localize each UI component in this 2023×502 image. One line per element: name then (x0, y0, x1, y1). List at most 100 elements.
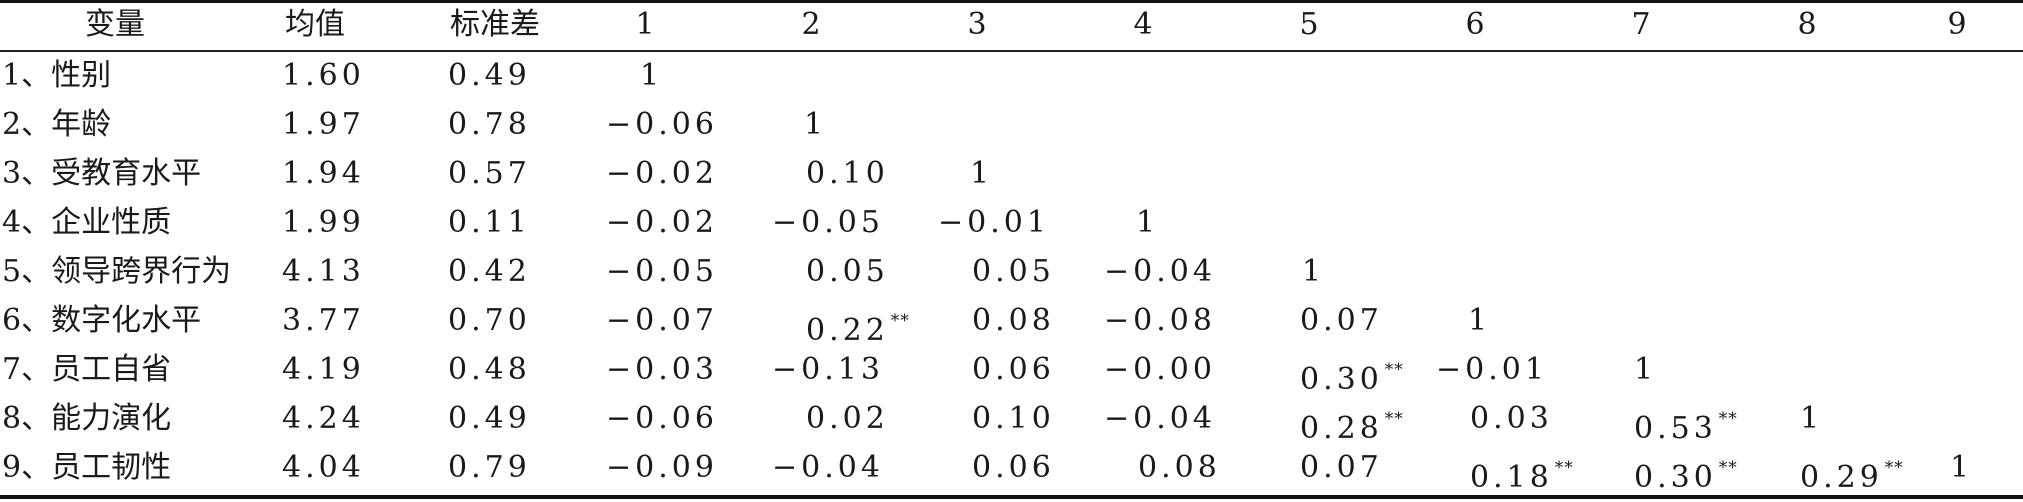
cell-r1-c1: 1 (640, 58, 660, 93)
significance-mark: ** (1384, 409, 1404, 429)
significance-mark: ** (1384, 360, 1404, 380)
table-header-row: 变量 均值 标准差 1 2 3 4 5 6 7 8 9 (0, 0, 2023, 48)
cell-r4-c4: 1 (1136, 205, 1156, 240)
row-sd: 0.49 (448, 401, 531, 436)
header-col-8: 8 (1797, 7, 1817, 42)
cell-r8-c1: −0.06 (606, 401, 718, 436)
table-row: 6、数字化水平 3.77 0.70 −0.07 0.22 ** 0.08 −0.0… (0, 297, 2023, 348)
row-mean: 1.60 (282, 58, 365, 93)
row-variable: 8、能力演化 (2, 401, 172, 436)
significance-mark: ** (890, 311, 910, 331)
cell-r9-c6: 0.18 ** (1436, 444, 1574, 495)
row-mean: 1.94 (282, 156, 365, 191)
cell-r6-c3: 0.08 (972, 303, 1055, 338)
row-mean: 1.99 (282, 205, 365, 240)
cell-r8-c7: 0.53 ** (1634, 395, 1738, 446)
cell-value: 0.18 (1470, 460, 1553, 495)
row-variable: 7、员工自省 (2, 352, 172, 387)
table-bottom-rule (0, 495, 2023, 499)
cell-r4-c3: −0.01 (938, 205, 1050, 240)
cell-r9-c5: 0.07 (1300, 450, 1383, 485)
header-col-4: 4 (1133, 7, 1153, 42)
cell-r4-c1: −0.02 (606, 205, 718, 240)
row-mean: 4.19 (282, 352, 365, 387)
header-col-1: 1 (635, 7, 655, 42)
cell-r9-c9: 1 (1950, 450, 1970, 485)
cell-value: 0.28 (1300, 411, 1383, 446)
cell-r9-c7: 0.30 ** (1634, 444, 1738, 495)
cell-r9-c8: 0.29 ** (1800, 444, 1904, 495)
significance-mark: ** (1554, 458, 1574, 478)
row-sd: 0.79 (448, 450, 531, 485)
row-variable: 4、企业性质 (2, 205, 172, 240)
table-row: 7、员工自省 4.19 0.48 −0.03 −0.13 0.06 −0.00 … (0, 346, 2023, 397)
table-row: 2、年龄 1.97 0.78 −0.06 1 (0, 101, 2023, 149)
cell-r8-c6: 0.03 (1470, 401, 1553, 436)
cell-r7-c2: −0.13 (772, 352, 884, 387)
header-col-3: 3 (967, 7, 987, 42)
row-mean: 4.13 (282, 254, 365, 289)
cell-value: 0.53 (1634, 411, 1717, 446)
cell-r6-c6: 1 (1468, 303, 1488, 338)
row-sd: 0.11 (448, 205, 531, 240)
cell-r3-c1: −0.02 (606, 156, 718, 191)
cell-value: 0.22 (806, 313, 889, 348)
row-mean: 4.04 (282, 450, 365, 485)
cell-r8-c5: 0.28 ** (1300, 395, 1404, 446)
cell-r6-c1: −0.07 (606, 303, 718, 338)
cell-r9-c3: 0.06 (972, 450, 1055, 485)
cell-r6-c5: 0.07 (1300, 303, 1383, 338)
cell-r5-c4: −0.04 (1104, 254, 1216, 289)
cell-r8-c4: −0.04 (1104, 401, 1216, 436)
header-col-2: 2 (801, 7, 821, 42)
significance-mark: ** (1884, 458, 1904, 478)
row-sd: 0.70 (448, 303, 531, 338)
table-row: 4、企业性质 1.99 0.11 −0.02 −0.05 −0.01 1 (0, 199, 2023, 247)
cell-r2-c2: 1 (804, 107, 824, 142)
cell-r5-c2: 0.05 (806, 254, 889, 289)
table-top-rule (0, 0, 2023, 3)
header-col-6: 6 (1465, 7, 1485, 42)
cell-r3-c3: 1 (970, 156, 990, 191)
table-row: 5、领导跨界行为 4.13 0.42 −0.05 0.05 0.05 −0.04… (0, 248, 2023, 296)
cell-value: 0.30 (1634, 460, 1717, 495)
row-sd: 0.48 (448, 352, 531, 387)
header-col-7: 7 (1631, 7, 1651, 42)
cell-r4-c2: −0.05 (772, 205, 884, 240)
table-row: 3、受教育水平 1.94 0.57 −0.02 0.10 1 (0, 150, 2023, 198)
header-col-9: 9 (1947, 7, 1967, 42)
header-mean: 均值 (285, 7, 345, 42)
cell-r5-c3: 0.05 (972, 254, 1055, 289)
header-col-5: 5 (1299, 7, 1319, 42)
cell-r7-c6: −0.01 (1436, 352, 1548, 387)
header-sd: 标准差 (450, 7, 540, 42)
table-header-rule (0, 50, 2023, 52)
row-sd: 0.78 (448, 107, 531, 142)
significance-mark: ** (1718, 458, 1738, 478)
row-variable: 3、受教育水平 (2, 156, 202, 191)
cell-r6-c2: 0.22 ** (772, 297, 910, 348)
row-variable: 5、领导跨界行为 (2, 254, 232, 289)
cell-r7-c1: −0.03 (606, 352, 718, 387)
cell-r3-c2: 0.10 (806, 156, 889, 191)
row-variable: 1、性别 (2, 58, 112, 93)
cell-r9-c2: −0.04 (772, 450, 884, 485)
cell-r9-c1: −0.09 (606, 450, 718, 485)
cell-r9-c4: 0.08 (1138, 450, 1221, 485)
row-sd: 0.57 (448, 156, 531, 191)
table-row: 1、性别 1.60 0.49 1 (0, 52, 2023, 100)
row-variable: 2、年龄 (2, 107, 112, 142)
cell-value: 0.29 (1800, 460, 1883, 495)
row-sd: 0.49 (448, 58, 531, 93)
row-sd: 0.42 (448, 254, 531, 289)
cell-r8-c2: 0.02 (806, 401, 889, 436)
cell-r5-c1: −0.05 (606, 254, 718, 289)
table-row: 8、能力演化 4.24 0.49 −0.06 0.02 0.10 −0.04 0… (0, 395, 2023, 446)
cell-r7-c4: −0.00 (1104, 352, 1216, 387)
row-mean: 3.77 (282, 303, 365, 338)
row-variable: 9、员工韧性 (2, 450, 172, 485)
header-variable: 变量 (85, 7, 145, 42)
cell-r6-c4: −0.08 (1104, 303, 1216, 338)
cell-r5-c5: 1 (1302, 254, 1322, 289)
row-mean: 1.97 (282, 107, 365, 142)
